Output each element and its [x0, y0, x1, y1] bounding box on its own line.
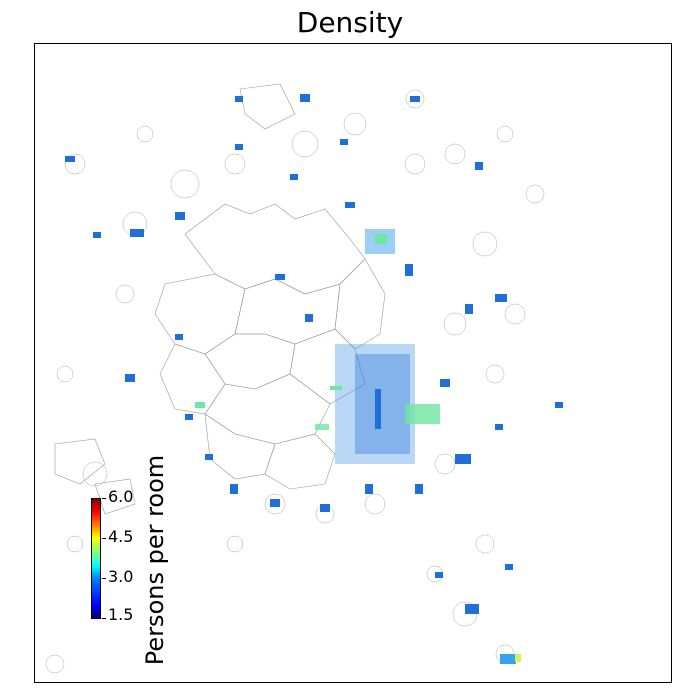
district-boundary — [239, 83, 296, 130]
map-title: Density — [296, 6, 404, 39]
colorbar-tick-label: 1.5 — [108, 605, 134, 624]
colorbar-tick — [102, 538, 106, 539]
colorbar-tick — [102, 618, 106, 619]
colorbar-tick — [102, 498, 106, 499]
district-boundary — [334, 258, 386, 350]
district-boundary — [204, 333, 296, 390]
colorbar — [91, 498, 101, 619]
district-boundary — [204, 373, 331, 445]
map-area — [34, 43, 672, 683]
district-boundary — [54, 438, 106, 485]
colorbar-tick-label: 3.0 — [108, 567, 134, 586]
district-boundary — [184, 203, 366, 295]
district-boundary — [94, 478, 136, 515]
district-boundary — [264, 433, 336, 490]
district-boundary — [204, 413, 276, 480]
district-boundaries — [54, 83, 386, 515]
colorbar-tick-label: 6.0 — [108, 487, 134, 506]
colorbar-tick — [102, 578, 106, 579]
district-boundary — [154, 273, 246, 355]
colorbar-tick-label: 4.5 — [108, 527, 134, 546]
density-map — [45, 83, 563, 674]
colorbar-label: Persons per room — [141, 454, 169, 666]
district-boundary — [159, 343, 226, 415]
density-dots — [65, 94, 563, 614]
